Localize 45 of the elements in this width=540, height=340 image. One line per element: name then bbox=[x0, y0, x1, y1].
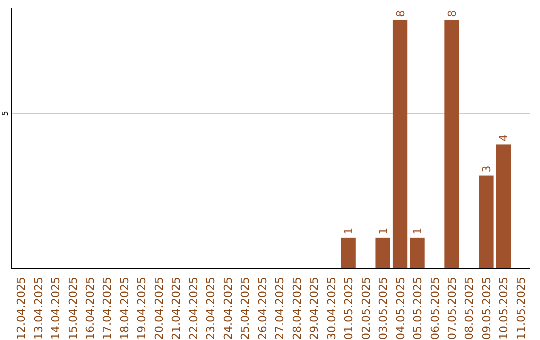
bar bbox=[392, 20, 408, 269]
data-label: 4 bbox=[498, 134, 511, 142]
data-label: 1 bbox=[342, 228, 356, 235]
x-tick-label: 10.05.2025 bbox=[498, 277, 511, 340]
x-tick-label: 13.04.2025 bbox=[32, 277, 46, 340]
x-tick-label: 26.04.2025 bbox=[256, 277, 270, 340]
x-tick-label: 16.04.2025 bbox=[84, 277, 97, 340]
bar bbox=[479, 176, 494, 269]
x-tick-label: 14.04.2025 bbox=[50, 277, 63, 340]
bar bbox=[341, 238, 356, 269]
x-tick-label: 20.04.2025 bbox=[152, 277, 166, 340]
x-tick-label: 22.04.2025 bbox=[187, 277, 200, 340]
bar bbox=[410, 238, 425, 269]
data-label: 3 bbox=[480, 166, 494, 173]
x-tick-label: 28.04.2025 bbox=[290, 277, 304, 340]
x-tick-label: 17.04.2025 bbox=[101, 277, 114, 340]
x-tick-label: 06.05.2025 bbox=[428, 277, 442, 340]
data-label: 8 bbox=[394, 10, 408, 18]
bar bbox=[444, 20, 460, 269]
x-tick-label: 11.05.2025 bbox=[514, 277, 528, 340]
x-tick-label: 27.04.2025 bbox=[274, 277, 287, 340]
x-tick-label: 09.05.2025 bbox=[480, 277, 494, 340]
x-tick-label: 03.05.2025 bbox=[377, 277, 390, 340]
x-tick-label: 07.05.2025 bbox=[446, 277, 459, 340]
bar bbox=[376, 238, 390, 269]
bar bbox=[496, 144, 512, 269]
data-label: 1 bbox=[412, 228, 425, 235]
x-tick-label: 05.05.2025 bbox=[412, 277, 425, 340]
x-tick-label: 02.05.2025 bbox=[360, 277, 373, 340]
x-tick-label: 23.04.2025 bbox=[204, 277, 218, 340]
x-tick-label: 19.04.2025 bbox=[136, 277, 149, 340]
x-tick-label: 25.04.2025 bbox=[239, 277, 252, 340]
x-tick-label: 15.04.2025 bbox=[66, 277, 80, 340]
x-tick-label: 04.05.2025 bbox=[394, 277, 408, 340]
x-tick-label: 08.05.2025 bbox=[463, 277, 476, 340]
x-tick-label: 24.04.2025 bbox=[222, 277, 235, 340]
x-tick-label: 12.04.2025 bbox=[15, 277, 28, 340]
y-tick-label: 5 bbox=[1, 111, 10, 116]
data-label: 8 bbox=[446, 10, 459, 18]
x-tick-label: 01.05.2025 bbox=[342, 277, 356, 340]
x-tick-label: 18.04.2025 bbox=[118, 277, 132, 340]
x-tick-label: 21.04.2025 bbox=[170, 277, 184, 340]
x-tick-label: 29.04.2025 bbox=[308, 277, 322, 340]
x-tick-label: 30.04.2025 bbox=[325, 277, 338, 340]
data-label: 1 bbox=[377, 228, 390, 235]
